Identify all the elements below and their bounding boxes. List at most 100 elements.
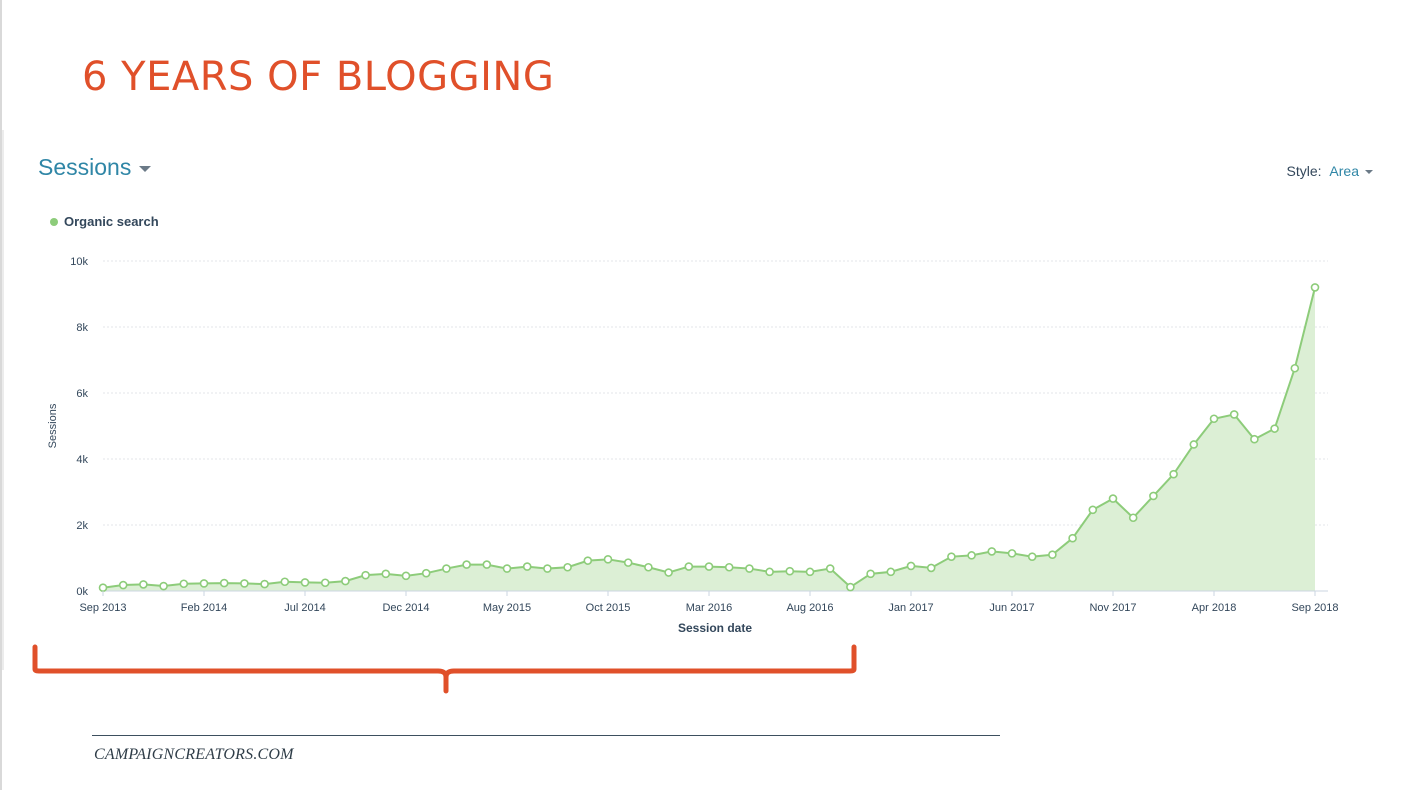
data-point xyxy=(1169,469,1178,479)
data-point xyxy=(522,562,532,571)
x-tick-label: Jan 2017 xyxy=(888,602,933,614)
caret-down-icon xyxy=(1365,170,1373,175)
data-point xyxy=(1108,494,1118,503)
data-point xyxy=(1048,550,1057,560)
x-tick-label: Jun 2017 xyxy=(989,602,1034,614)
data-point xyxy=(1149,491,1158,501)
metric-dropdown-label: Sessions xyxy=(38,154,132,180)
series-area-fill xyxy=(103,287,1315,591)
y-tick-label: 4k xyxy=(76,454,88,466)
data-point xyxy=(260,579,269,589)
data-point xyxy=(785,566,795,576)
data-point xyxy=(947,552,956,561)
data-point xyxy=(361,570,370,580)
highlight-bracket xyxy=(32,644,857,694)
legend-dot-icon xyxy=(50,217,58,226)
data-point xyxy=(1189,440,1199,449)
data-point xyxy=(704,562,714,571)
data-point xyxy=(462,560,471,569)
data-point xyxy=(805,567,815,577)
data-point xyxy=(139,580,148,589)
x-tick-label: May 2015 xyxy=(483,602,531,614)
data-point xyxy=(866,569,875,579)
data-point xyxy=(98,583,108,593)
data-point xyxy=(240,579,249,588)
data-point xyxy=(118,580,128,590)
y-axis-title: Sessions xyxy=(47,403,59,448)
caret-down-icon xyxy=(139,165,152,172)
data-point xyxy=(967,551,976,560)
data-point xyxy=(159,581,168,591)
y-tick-label: 10k xyxy=(70,256,88,268)
x-tick-label: Apr 2018 xyxy=(1192,602,1237,614)
slide-title: 6 YEARS OF BLOGGING xyxy=(82,54,555,100)
data-point xyxy=(724,562,734,572)
data-point xyxy=(381,569,391,579)
data-point xyxy=(442,564,451,573)
x-axis-title: Session date xyxy=(678,621,752,635)
data-point xyxy=(765,567,774,577)
data-point xyxy=(846,582,855,592)
style-value[interactable]: Area xyxy=(1329,163,1359,179)
data-point xyxy=(926,563,936,573)
data-point xyxy=(1229,410,1239,419)
metric-dropdown[interactable]: Sessions xyxy=(38,154,152,181)
data-point xyxy=(603,555,613,564)
x-tick-label: Oct 2015 xyxy=(586,602,631,614)
data-point xyxy=(1128,513,1138,523)
data-point xyxy=(482,560,492,569)
x-tick-label: Jul 2014 xyxy=(284,602,326,614)
data-point xyxy=(401,571,411,581)
screenshot-edge xyxy=(2,130,4,670)
footer-source: CAMPAIGNCREATORS.COM xyxy=(94,746,294,763)
data-point xyxy=(1088,505,1098,515)
data-point xyxy=(987,547,997,556)
data-point xyxy=(280,577,290,587)
data-point xyxy=(1007,549,1017,558)
data-point xyxy=(421,568,431,578)
x-tick-label: Sep 2018 xyxy=(1291,602,1338,614)
y-tick-label: 0k xyxy=(76,586,88,598)
style-selector[interactable]: Style: Area xyxy=(1287,163,1373,179)
data-point xyxy=(1270,424,1279,433)
data-point xyxy=(1027,552,1037,561)
data-point xyxy=(644,562,653,572)
data-point xyxy=(341,576,350,586)
y-tick-label: 8k xyxy=(76,322,88,334)
data-point xyxy=(1068,533,1077,543)
x-tick-label: Nov 2017 xyxy=(1089,602,1136,614)
data-point xyxy=(825,564,835,573)
bracket-shape xyxy=(32,644,857,694)
data-point xyxy=(583,556,593,565)
sessions-area-chart: 0k 2k 4k 6k 8k 10k Sep 2013 Feb 2014 Jul 2014 Dec… xyxy=(47,256,1339,635)
data-point xyxy=(906,561,916,571)
style-label: Style: xyxy=(1286,163,1322,179)
data-point xyxy=(623,558,633,567)
x-tick-label: Aug 2016 xyxy=(786,602,833,614)
chart-legend: Organic search xyxy=(50,214,159,229)
data-point xyxy=(684,562,694,571)
data-point xyxy=(219,578,229,588)
data-point xyxy=(179,579,189,589)
data-point xyxy=(886,567,896,577)
y-tick-label: 2k xyxy=(76,520,88,532)
data-point xyxy=(745,564,754,573)
data-point xyxy=(199,579,209,588)
data-point xyxy=(320,578,330,588)
data-point xyxy=(563,562,572,572)
legend-label: Organic search xyxy=(64,214,159,229)
data-point xyxy=(1290,363,1300,373)
x-tick-label: Mar 2016 xyxy=(686,602,732,614)
slide-left-border xyxy=(0,0,2,790)
data-point xyxy=(664,568,673,577)
data-point xyxy=(1250,434,1259,444)
footer-divider xyxy=(92,735,1000,736)
x-tick-label: Sep 2013 xyxy=(79,602,126,614)
x-tick-label: Dec 2014 xyxy=(382,602,429,614)
data-point xyxy=(300,578,310,587)
data-point xyxy=(502,564,512,573)
x-tick-label: Feb 2014 xyxy=(181,602,227,614)
data-point xyxy=(543,564,552,573)
y-tick-label: 6k xyxy=(76,388,88,400)
data-point xyxy=(1209,414,1219,424)
